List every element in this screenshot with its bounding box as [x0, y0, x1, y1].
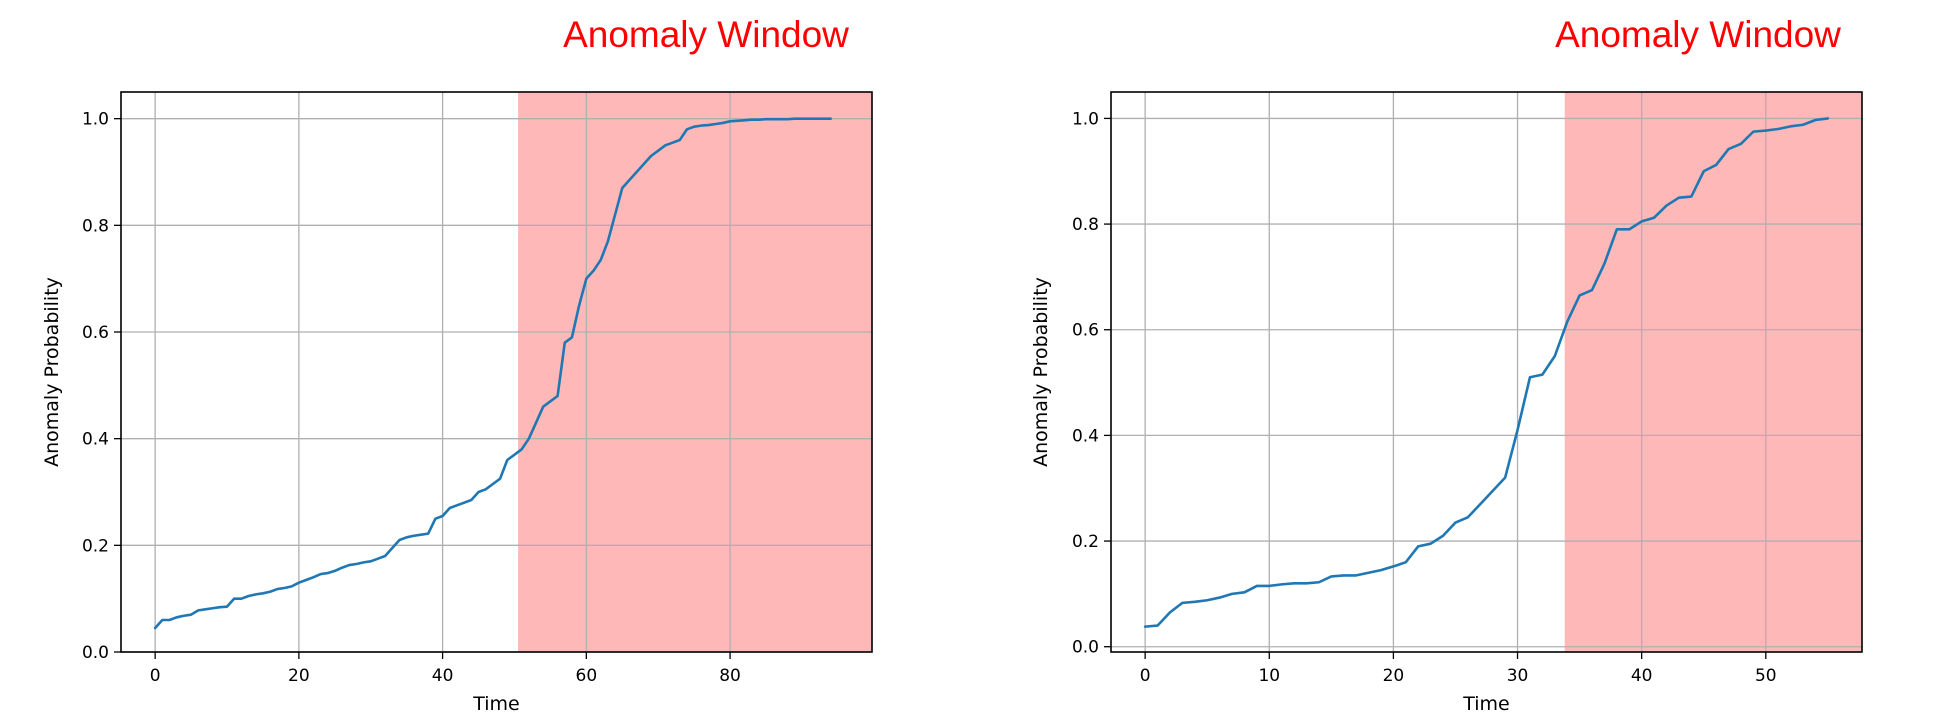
x-tick-label: 50	[1755, 666, 1777, 686]
y-axis-label: Anomaly Probability	[41, 277, 63, 467]
y-tick-label: 0.0	[82, 643, 109, 663]
chart-panel-1: 0 20 40 60 80 0.0 0.2 0.4 0.6 0.8 1.0 Time Anomaly P…	[41, 14, 873, 715]
x-tick-label: 20	[288, 666, 310, 686]
x-tick-label: 30	[1507, 666, 1529, 686]
y-tick-label: 0.6	[1072, 321, 1099, 341]
x-tick-label: 40	[1631, 666, 1653, 686]
y-axis-label: Anomaly Probability	[1030, 277, 1052, 467]
y-tick-label: 1.0	[82, 110, 109, 130]
anomaly-window-title: Anomaly Window	[563, 14, 849, 55]
y-tick-label: 0.2	[82, 536, 109, 556]
y-tick-label: 1.0	[1072, 109, 1099, 129]
y-tick-label: 0.4	[82, 430, 109, 450]
x-tick-label: 80	[719, 666, 741, 686]
x-tick-label: 60	[576, 666, 598, 686]
y-tick-label: 0.2	[1072, 532, 1099, 552]
anomaly-window-title: Anomaly Window	[1555, 14, 1841, 55]
axes-frame	[120, 91, 873, 653]
x-tick-label: 0	[1140, 666, 1151, 686]
x-tick-label: 40	[432, 666, 454, 686]
axes-frame	[1110, 91, 1863, 653]
chart-panel-2: 0 10 20 30 40 50 0.0 0.2 0.4 0.6 0.8 1.0 Time Anomaly…	[1030, 14, 1863, 715]
y-tick-label: 0.6	[82, 323, 109, 343]
y-tick-label: 0.4	[1072, 426, 1099, 446]
x-tick-label: 20	[1383, 666, 1405, 686]
x-axis-label: Time	[1462, 693, 1510, 715]
anomaly-window-region	[518, 92, 872, 652]
y-tick-label: 0.0	[1072, 638, 1099, 658]
anomaly-probability-line	[1143, 117, 1830, 628]
y-tick-label: 0.8	[82, 216, 109, 236]
x-tick-label: 10	[1258, 666, 1280, 686]
x-tick-label: 0	[150, 666, 161, 686]
anomaly-probability-line	[153, 117, 832, 630]
y-tick-label: 0.8	[1072, 215, 1099, 235]
anomaly-window-region	[1564, 92, 1862, 652]
x-axis-label: Time	[472, 693, 520, 715]
